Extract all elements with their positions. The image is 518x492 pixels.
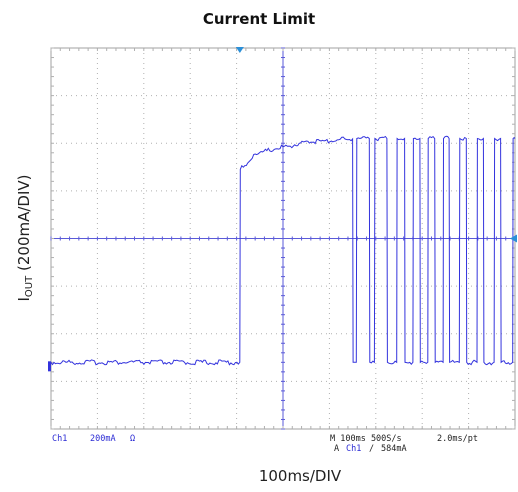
y-axis-label: IOUT (200mA/DIV) xyxy=(15,174,35,302)
trigger-prefix: A xyxy=(334,444,339,454)
traces xyxy=(50,135,516,366)
markers xyxy=(48,47,517,372)
x-axis-label: 100ms/DIV xyxy=(258,467,342,485)
chart-title: Current Limit xyxy=(202,10,316,28)
trigger-slope: / xyxy=(369,444,374,454)
channel-name: Ch1 xyxy=(52,434,67,444)
channel-ground-marker xyxy=(48,361,51,372)
channel-readout: Ch1 200mA Ω xyxy=(52,434,135,444)
trigger-level-marker xyxy=(510,234,517,243)
trigger-level: 584mA xyxy=(381,444,407,454)
y-axis-label-main: I xyxy=(15,297,33,302)
channel-coupling: Ω xyxy=(130,434,135,444)
y-axis-label-rest: (200mA/DIV) xyxy=(15,174,33,276)
center-axes xyxy=(50,47,516,430)
trace-ch1 xyxy=(50,135,516,366)
sample-interval: 2.0ms/pt xyxy=(437,434,478,444)
timebase: M 100ms 500S/s xyxy=(330,434,402,444)
y-axis-label-subscript: OUT xyxy=(24,275,35,298)
timebase-readout: M 100ms 500S/s 2.0ms/pt A Ch1 / 584mA xyxy=(330,434,478,454)
trigger-position-marker xyxy=(235,47,244,53)
channel-scale: 200mA xyxy=(90,434,116,444)
trigger-channel: Ch1 xyxy=(346,444,361,454)
